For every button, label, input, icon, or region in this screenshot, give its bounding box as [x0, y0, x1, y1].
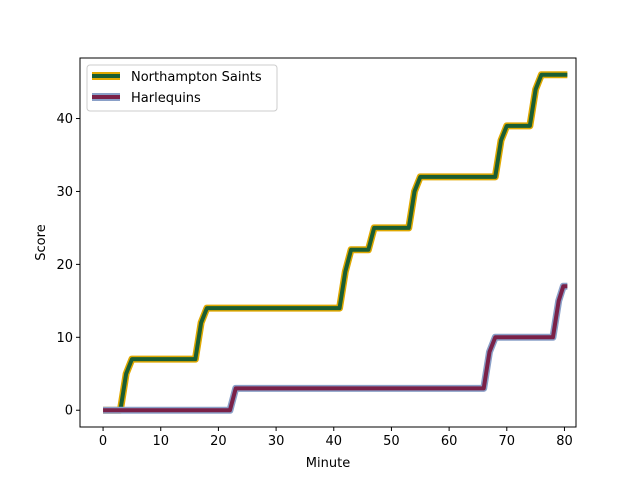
- x-tick-label: 60: [441, 434, 458, 449]
- series-line-northampton-saints: [103, 72, 568, 413]
- x-tick-label: 40: [325, 434, 342, 449]
- legend: Northampton Saints Harlequins: [86, 64, 278, 112]
- legend-entry-harlequins: Harlequins: [92, 91, 201, 106]
- x-tick-label: 20: [210, 434, 227, 449]
- x-tick-label: 30: [268, 434, 285, 449]
- legend-label-northampton: Northampton Saints: [131, 70, 262, 85]
- y-axis: 0 10 20 30 40: [56, 112, 80, 419]
- x-axis-label: Minute: [306, 456, 350, 471]
- y-tick-label: 0: [65, 404, 73, 419]
- series-northampton-saints: [103, 71, 568, 414]
- y-tick-label: 40: [56, 112, 73, 127]
- series-layer: [103, 71, 568, 414]
- y-tick-label: 30: [56, 185, 73, 200]
- y-tick-label: 20: [56, 258, 73, 273]
- legend-label-harlequins: Harlequins: [131, 91, 201, 106]
- y-tick-label: 10: [56, 331, 73, 346]
- x-tick-label: 50: [383, 434, 400, 449]
- legend-frame: [86, 64, 278, 112]
- x-tick-label: 80: [556, 434, 573, 449]
- legend-entry-northampton: Northampton Saints: [92, 70, 262, 85]
- plot-frame: [79, 57, 577, 428]
- x-tick-label: 10: [152, 434, 169, 449]
- x-tick-label: 70: [499, 434, 516, 449]
- x-tick-label: 0: [99, 434, 107, 449]
- series-line-harlequins: [103, 284, 568, 413]
- x-axis: 0 10 20 30 40 50 60 70 80: [99, 427, 573, 449]
- y-axis-label: Score: [34, 224, 49, 260]
- series-harlequins: [103, 282, 568, 414]
